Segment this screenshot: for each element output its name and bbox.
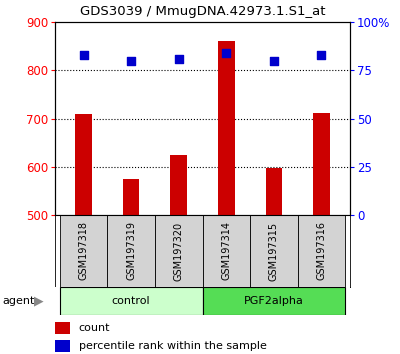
Text: ▶: ▶ [34,295,44,308]
FancyBboxPatch shape [60,215,107,287]
Text: GSM197316: GSM197316 [316,222,326,280]
Bar [313,113,330,215]
Text: agent: agent [2,296,34,306]
Point [128,58,134,63]
Text: GSM197315: GSM197315 [269,222,279,281]
Point [271,58,277,63]
FancyBboxPatch shape [155,215,202,287]
Point [318,52,325,58]
Text: PGF2alpha: PGF2alpha [244,296,304,306]
Bar [170,155,187,215]
Text: GSM197320: GSM197320 [174,222,184,281]
Point [80,52,87,58]
Bar [55,339,70,352]
Bar [123,179,140,215]
Title: GDS3039 / MmugDNA.42973.1.S1_at: GDS3039 / MmugDNA.42973.1.S1_at [80,5,325,18]
FancyBboxPatch shape [202,287,345,315]
Text: GSM197318: GSM197318 [78,222,88,280]
Bar [218,41,235,215]
Bar [55,321,70,334]
Text: percentile rank within the sample: percentile rank within the sample [79,341,266,351]
Text: GSM197314: GSM197314 [221,222,231,280]
Point [223,50,230,56]
Text: count: count [79,323,110,333]
FancyBboxPatch shape [250,215,298,287]
Bar [75,114,92,215]
FancyBboxPatch shape [107,215,155,287]
Text: control: control [112,296,150,306]
FancyBboxPatch shape [60,287,202,315]
Bar [266,168,282,215]
Text: GSM197319: GSM197319 [126,222,136,280]
Point [176,56,182,62]
FancyBboxPatch shape [202,215,250,287]
FancyBboxPatch shape [298,215,345,287]
